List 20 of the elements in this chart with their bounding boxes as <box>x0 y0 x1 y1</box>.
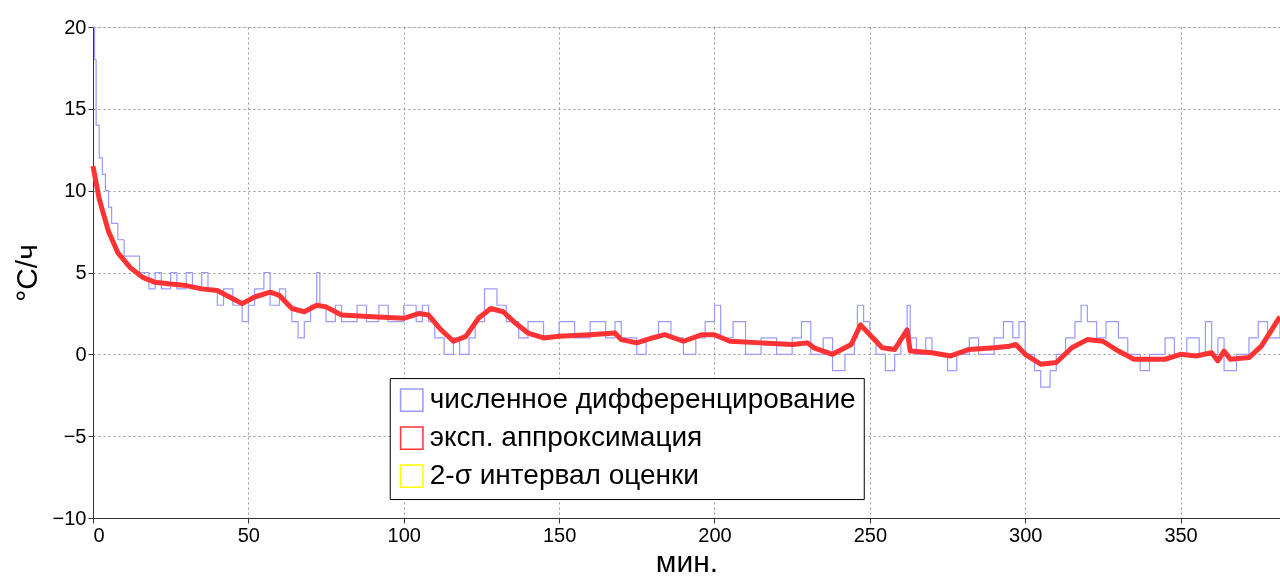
x-axis-title: мин. <box>655 544 719 578</box>
x-tick-label: 150 <box>542 523 577 546</box>
y-tick-label: 10 <box>64 179 87 202</box>
y-tick-label: −10 <box>52 506 87 529</box>
y-axis-title: °C/ч <box>9 244 43 302</box>
y-tick-label: 15 <box>64 97 87 120</box>
y-tick-label: 0 <box>75 342 87 365</box>
y-tick-label: −5 <box>63 424 87 447</box>
x-tick-label: 50 <box>237 523 260 546</box>
legend-label: эксп. аппроксимация <box>429 421 703 453</box>
y-tick-label: 5 <box>75 261 87 283</box>
x-tick-label: 350 <box>1164 523 1198 546</box>
x-tick-label: 250 <box>853 523 888 546</box>
y-tick-label: 20 <box>64 15 87 38</box>
x-tick-label: 200 <box>698 523 732 546</box>
legend-label: 2-σ интервал оценки <box>429 459 699 491</box>
x-tick-label: 0 <box>93 523 105 546</box>
legend-label: численное дифференцирование <box>429 383 856 415</box>
x-tick-label: 300 <box>1009 523 1043 546</box>
x-tick-label: 100 <box>387 523 421 546</box>
